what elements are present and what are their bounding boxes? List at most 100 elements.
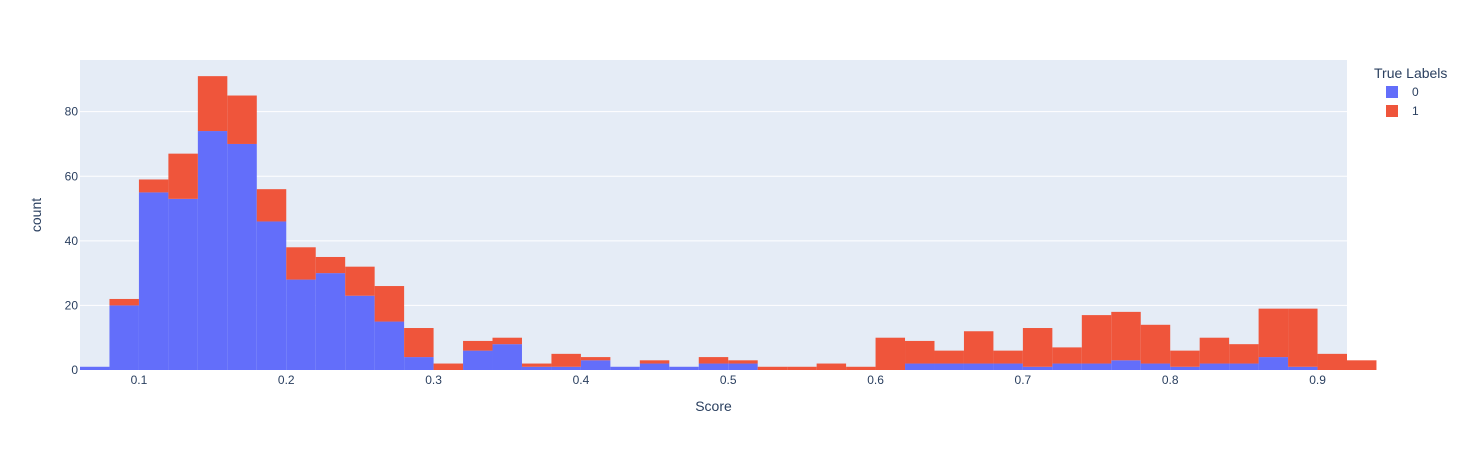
bar-series-0 — [404, 357, 434, 370]
bar-series-1 — [1347, 360, 1377, 370]
bar-series-1 — [728, 360, 758, 364]
bar-series-0 — [551, 366, 581, 370]
bar-series-0 — [227, 143, 257, 370]
bar-series-1 — [138, 179, 169, 193]
bar-series-0 — [934, 363, 964, 370]
bar-series-0 — [315, 273, 346, 370]
bar-series-0 — [1052, 363, 1082, 370]
x-tick-label: 0.9 — [1309, 373, 1326, 387]
bar-series-1 — [1170, 350, 1200, 367]
x-tick-label: 0.6 — [867, 373, 884, 387]
bar-series-1 — [433, 363, 464, 370]
bar-series-0 — [905, 363, 935, 370]
bar-series-1 — [463, 340, 493, 351]
bar-series-0 — [580, 360, 611, 370]
bar-series-0 — [345, 295, 375, 370]
bar-series-1 — [639, 360, 670, 364]
bar-series-0 — [286, 279, 316, 370]
bar-series-0 — [109, 305, 139, 370]
bar-series-0 — [492, 344, 522, 370]
bar-series-1 — [374, 286, 405, 322]
bar-series-0 — [963, 363, 994, 370]
bar-series-0 — [1170, 366, 1200, 370]
bar-series-1 — [345, 266, 375, 296]
bar-series-1 — [757, 366, 788, 370]
x-axis-title: Score — [695, 398, 732, 414]
bar-series-1 — [846, 366, 876, 370]
x-tick-label: 0.3 — [425, 373, 442, 387]
bar-series-0 — [463, 350, 493, 370]
bar-series-0 — [1229, 363, 1259, 370]
bar-series-1 — [168, 153, 198, 199]
bar-series-1 — [1288, 308, 1318, 367]
bar-series-0 — [1258, 357, 1289, 370]
bar-series-0 — [728, 363, 758, 370]
y-tick-label: 80 — [65, 105, 79, 119]
bar-series-1 — [1140, 324, 1171, 364]
x-tick-label: 0.4 — [573, 373, 590, 387]
bar-series-1 — [1317, 353, 1347, 370]
bar-series-0 — [610, 366, 640, 370]
bar-series-0 — [1199, 363, 1230, 370]
x-tick-label: 0.1 — [131, 373, 148, 387]
legend-label-0: 0 — [1412, 85, 1419, 99]
x-axis-ticks: 0.1 0.2 0.3 0.4 0.5 0.6 0.7 0.8 0.9 — [131, 373, 1327, 387]
bar-series-1 — [905, 340, 935, 364]
y-axis-title: count — [28, 198, 44, 232]
bar-series-0 — [521, 366, 552, 370]
bar-series-1 — [109, 298, 139, 306]
bar-series-1 — [315, 256, 346, 274]
bar-series-0 — [669, 366, 699, 370]
bar-series-0 — [168, 198, 198, 370]
bar-series-1 — [1052, 347, 1082, 364]
y-tick-label: 40 — [65, 234, 79, 248]
bar-series-1 — [492, 337, 522, 345]
bar-series-0 — [1111, 360, 1141, 370]
bar-series-0 — [80, 366, 110, 370]
x-tick-label: 0.5 — [720, 373, 737, 387]
bar-series-1 — [286, 247, 316, 280]
bar-series-1 — [1111, 311, 1141, 361]
bar-series-1 — [963, 331, 994, 364]
bar-series-1 — [787, 366, 817, 370]
legend-title: True Labels — [1374, 65, 1447, 81]
y-tick-label: 0 — [71, 363, 78, 377]
bar-series-0 — [1081, 363, 1112, 370]
bar-series-1 — [698, 357, 729, 364]
bar-series-1 — [551, 353, 581, 367]
x-tick-label: 0.8 — [1162, 373, 1179, 387]
bar-series-1 — [993, 350, 1023, 364]
bar-series-0 — [1022, 366, 1053, 370]
bar-series-0 — [138, 192, 169, 370]
bar-series-0 — [374, 321, 405, 370]
bar-series-1 — [521, 363, 552, 367]
bar-series-1 — [256, 189, 287, 222]
bar-series-1 — [1199, 337, 1230, 364]
bar-series-1 — [580, 357, 611, 361]
x-tick-label: 0.2 — [278, 373, 295, 387]
bar-series-1 — [197, 76, 228, 132]
bar-series-1 — [227, 95, 257, 144]
y-tick-label: 20 — [65, 298, 79, 312]
y-axis-ticks: 0 20 40 60 80 — [65, 105, 79, 377]
bar-series-1 — [875, 337, 906, 370]
legend: True Labels 0 1 — [1374, 65, 1447, 118]
bar-series-1 — [1229, 344, 1259, 364]
bars — [80, 76, 1377, 370]
legend-label-1: 1 — [1412, 104, 1419, 118]
x-tick-label: 0.7 — [1015, 373, 1032, 387]
bar-series-1 — [816, 363, 847, 370]
bar-series-0 — [1140, 363, 1171, 370]
legend-swatch-0 — [1386, 86, 1398, 98]
bar-series-1 — [404, 328, 434, 358]
bar-series-0 — [639, 363, 670, 370]
y-tick-label: 60 — [65, 169, 79, 183]
bar-series-1 — [1258, 308, 1289, 358]
bar-series-0 — [993, 363, 1023, 370]
legend-swatch-1 — [1386, 105, 1398, 117]
bar-series-0 — [1288, 366, 1318, 370]
bar-series-1 — [1081, 315, 1112, 364]
bar-series-0 — [256, 221, 287, 370]
bar-series-0 — [197, 131, 228, 370]
